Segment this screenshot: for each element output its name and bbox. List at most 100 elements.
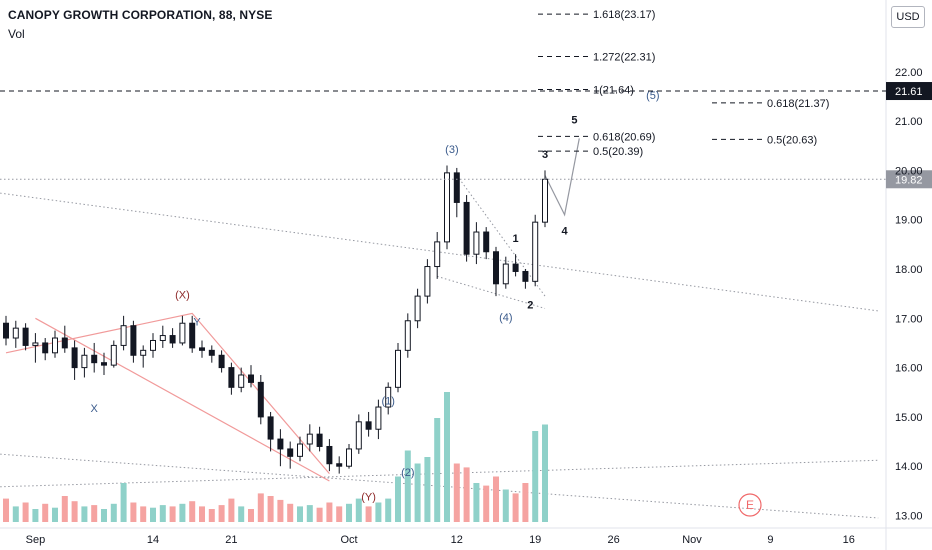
candle-body — [512, 263, 519, 272]
volume-bar — [130, 502, 137, 522]
candle-body — [306, 433, 313, 445]
price-marker-lines: 21.61 19.82 — [0, 82, 932, 189]
candle-body — [101, 362, 107, 366]
candle-body — [91, 354, 98, 364]
volume-bar — [32, 509, 39, 522]
price-marker-label: 21.61 — [895, 86, 923, 98]
candle-body — [179, 322, 186, 344]
candle-body — [189, 322, 196, 349]
wave-lines — [5, 138, 580, 482]
y-tick-label: 14.00 — [895, 461, 923, 473]
volume-bar — [179, 503, 186, 522]
candle-body — [297, 443, 303, 457]
fib-level-label: 0.618(20.69) — [593, 131, 655, 143]
volume-bar — [12, 506, 19, 522]
wave-label: (3) — [445, 144, 458, 156]
projection-path — [544, 138, 580, 217]
volume-bar — [22, 502, 29, 522]
candle-body — [355, 421, 362, 450]
candle-body — [493, 251, 499, 285]
volume-bar — [267, 496, 274, 522]
candle-body — [42, 342, 49, 354]
wave-label: 1 — [513, 233, 519, 245]
candle-body — [238, 374, 245, 388]
candle-body — [218, 354, 225, 369]
wave-label: 3 — [542, 149, 548, 161]
logo-letter: E — [746, 498, 754, 512]
volume-bar — [463, 467, 470, 522]
volume-bar — [248, 509, 254, 522]
time-axis: Sep 14 21 Oct 12 19 26 Nov 9 16 — [26, 534, 855, 546]
candle-body — [61, 337, 68, 349]
candle-body — [375, 406, 382, 430]
candle-body — [159, 335, 166, 341]
candle-body — [130, 325, 137, 356]
volume-bar — [434, 418, 441, 522]
wave-label: 2 — [527, 299, 533, 311]
candle-body — [414, 295, 421, 322]
volume-label: Vol — [8, 27, 25, 41]
wave-label: (4) — [499, 312, 512, 324]
candle-body — [424, 266, 431, 297]
y-tick-label: 22.00 — [895, 67, 923, 79]
candle-body — [385, 386, 392, 408]
candle-body — [365, 421, 372, 430]
volume-bar — [532, 431, 539, 522]
chart-title: CANOPY GROWTH CORPORATION, 88, NYSE — [8, 8, 273, 22]
volume-bar — [473, 483, 480, 522]
y-tick-label: 19.00 — [895, 215, 923, 227]
volume-bar — [238, 506, 245, 522]
candle-body — [199, 347, 205, 351]
volume-bar — [512, 493, 519, 522]
volume-bar — [395, 476, 401, 522]
volume-bar — [306, 505, 313, 522]
volume-bar — [287, 503, 294, 522]
wave-label: (1) — [381, 396, 394, 408]
fib-level-label: 0.5(20.63) — [767, 134, 817, 146]
candle-body — [287, 448, 294, 457]
volume-bar — [81, 506, 88, 522]
candle-body — [532, 221, 539, 282]
volume-bar — [336, 506, 343, 522]
volume-bar — [365, 506, 372, 522]
fib-level-label: 1.272(22.31) — [593, 52, 655, 64]
candle-body — [542, 178, 548, 223]
wave-label: (X) — [175, 290, 190, 302]
candle-body — [453, 172, 460, 203]
volume-bar — [3, 498, 9, 522]
trend-line — [437, 275, 546, 309]
y-tick-label: 16.00 — [895, 363, 923, 375]
candlesticks — [3, 165, 548, 474]
candle-body — [22, 327, 29, 346]
volume-bar — [522, 483, 529, 522]
candle-body — [277, 438, 284, 450]
candle-body — [316, 433, 323, 447]
wave-label: 4 — [562, 225, 569, 237]
candle-body — [140, 349, 147, 356]
candle-body — [248, 374, 254, 383]
wave-label: (2) — [401, 467, 414, 479]
volume-bar — [199, 506, 205, 522]
price-marker-tag — [886, 82, 932, 101]
volume-bar — [159, 505, 166, 522]
candle-body — [52, 337, 58, 354]
y-tick-label: 15.00 — [895, 412, 923, 424]
candle-body — [395, 349, 401, 388]
x-tick-label: Sep — [26, 534, 46, 546]
candle-body — [81, 354, 88, 369]
candle-body — [32, 342, 39, 346]
volume-bar — [257, 493, 264, 522]
candle-body — [473, 231, 480, 255]
y-tick-label: 20.00 — [895, 165, 923, 177]
volume-bar — [542, 424, 548, 522]
wave-line — [5, 312, 330, 474]
currency-button[interactable]: USD — [891, 6, 925, 28]
logo-circle — [738, 493, 762, 517]
candle-body — [483, 231, 490, 253]
volume-bar — [355, 498, 362, 522]
volume-bar — [189, 501, 196, 522]
candle-body — [71, 347, 78, 369]
volume-bar — [52, 507, 58, 522]
volume-bar — [218, 505, 225, 522]
